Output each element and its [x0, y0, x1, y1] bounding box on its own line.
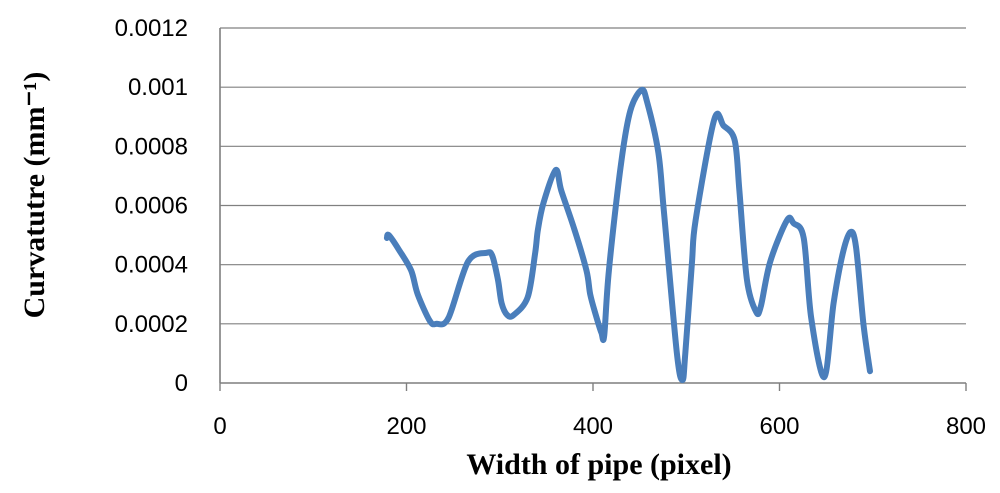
y-tick-label: 0.0004: [115, 252, 188, 279]
x-tick-label: 600: [759, 413, 799, 440]
y-axis-title: Curvatutre (mm⁻¹): [18, 72, 51, 319]
y-axis-ticks: 0 0.0002 0.0004 0.0006 0.0008 0.001 0.0012: [115, 15, 188, 397]
y-tick-label: 0.001: [128, 74, 188, 101]
gridlines: [219, 27, 966, 384]
y-tick-label: 0.0006: [115, 193, 188, 220]
x-tick-label: 800: [946, 413, 986, 440]
x-tick-label: 200: [386, 413, 426, 440]
x-tick-label: 0: [213, 413, 226, 440]
x-axis-ticks: 0 200 400 600 800: [213, 383, 986, 440]
curvature-series-line: [383, 86, 873, 384]
x-axis-title: Width of pipe (pixel): [466, 448, 731, 481]
y-tick-label: 0.0008: [115, 133, 188, 160]
y-tick-label: 0.0002: [115, 311, 188, 338]
y-tick-label: 0.0012: [115, 15, 188, 42]
y-tick-label: 0: [175, 370, 188, 397]
x-tick-label: 400: [573, 413, 613, 440]
